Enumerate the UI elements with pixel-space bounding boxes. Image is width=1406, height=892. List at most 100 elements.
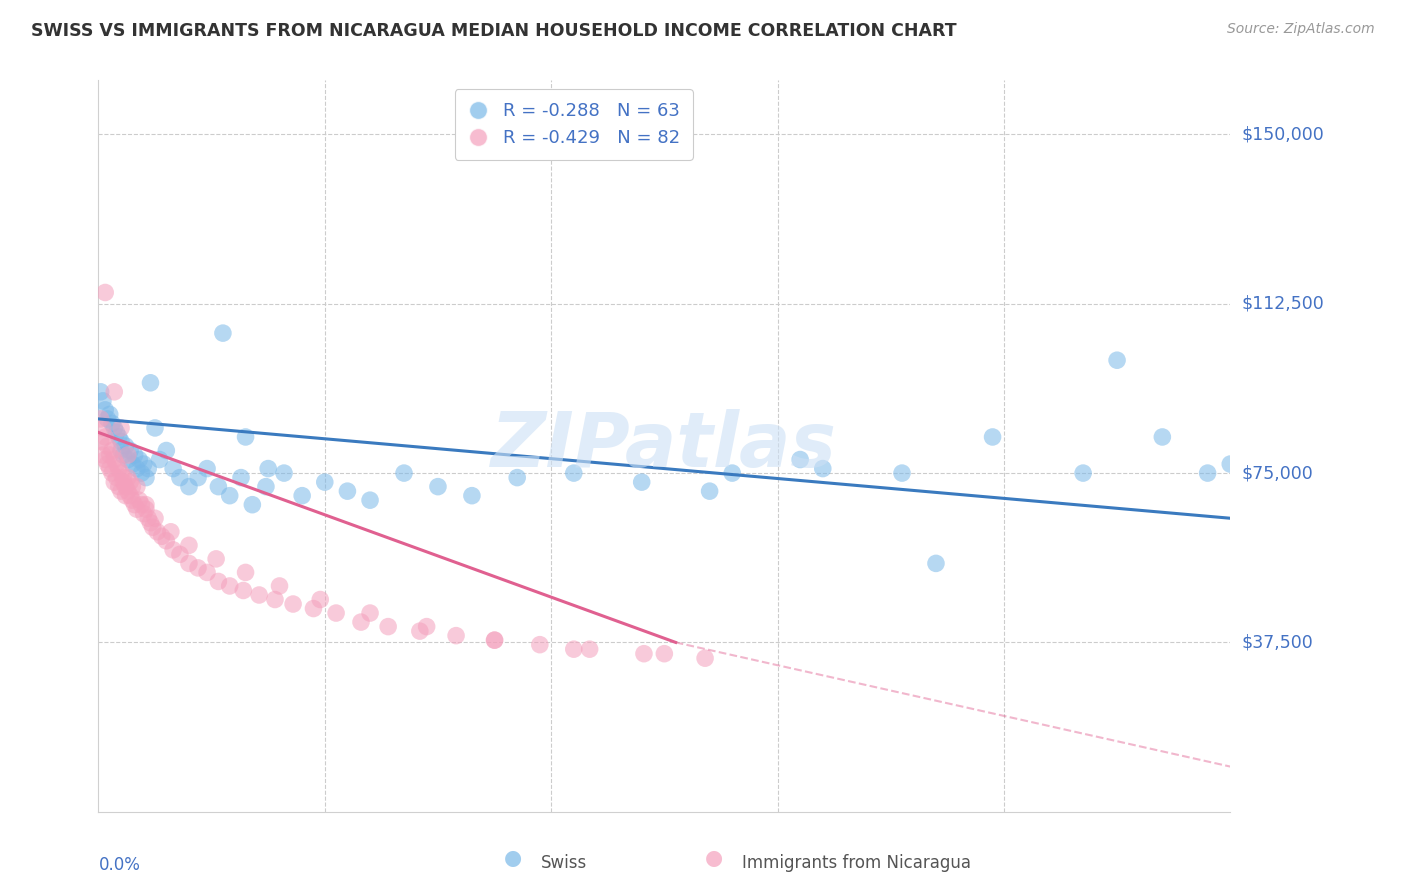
Point xyxy=(146,524,169,539)
Text: $37,500: $37,500 xyxy=(1241,633,1313,651)
Point xyxy=(121,493,143,508)
Point xyxy=(981,430,1004,444)
Point xyxy=(143,511,166,525)
Point xyxy=(207,574,229,589)
Point xyxy=(90,384,112,399)
Point xyxy=(652,647,676,661)
Point xyxy=(699,484,721,499)
Point xyxy=(98,408,121,422)
Point xyxy=(254,480,277,494)
Point xyxy=(91,393,114,408)
Point xyxy=(1197,466,1219,480)
Point xyxy=(359,606,381,620)
Point xyxy=(314,475,336,489)
Point xyxy=(789,452,811,467)
Point xyxy=(135,498,157,512)
Point xyxy=(461,489,484,503)
Point xyxy=(101,443,124,458)
Text: Immigrants from Nicaragua: Immigrants from Nicaragua xyxy=(742,855,972,872)
Point xyxy=(114,439,136,453)
Point xyxy=(101,417,124,431)
Point xyxy=(377,619,399,633)
Point xyxy=(117,452,139,467)
Point xyxy=(110,466,132,480)
Point xyxy=(309,592,332,607)
Point xyxy=(235,430,257,444)
Point xyxy=(114,480,136,494)
Point xyxy=(124,448,146,462)
Point xyxy=(187,561,209,575)
Text: Source: ZipAtlas.com: Source: ZipAtlas.com xyxy=(1227,22,1375,37)
Point xyxy=(103,452,125,467)
Point xyxy=(177,557,200,571)
Point xyxy=(235,566,257,580)
Point xyxy=(110,421,132,435)
Point xyxy=(257,461,280,475)
Point xyxy=(125,461,148,475)
Point xyxy=(169,470,191,484)
Point xyxy=(120,489,142,503)
Point xyxy=(128,493,150,508)
Point xyxy=(169,547,191,561)
Legend: R = -0.288   N = 63, R = -0.429   N = 82: R = -0.288 N = 63, R = -0.429 N = 82 xyxy=(454,89,693,160)
Point xyxy=(110,484,132,499)
Point xyxy=(218,579,240,593)
Point xyxy=(124,498,146,512)
Point xyxy=(112,470,135,484)
Point xyxy=(90,412,112,426)
Point xyxy=(91,421,114,435)
Point xyxy=(107,461,129,475)
Point xyxy=(98,448,121,462)
Point xyxy=(117,448,139,462)
Point xyxy=(110,434,132,449)
Point xyxy=(162,542,184,557)
Point xyxy=(103,421,125,435)
Point xyxy=(107,430,129,444)
Point xyxy=(96,439,118,453)
Point xyxy=(1152,430,1174,444)
Point xyxy=(105,470,128,484)
Point xyxy=(96,412,118,426)
Point xyxy=(160,524,183,539)
Point xyxy=(269,579,291,593)
Point xyxy=(150,529,173,543)
Point xyxy=(112,475,135,489)
Point xyxy=(562,466,585,480)
Point xyxy=(91,448,114,462)
Point xyxy=(195,566,218,580)
Point xyxy=(90,434,112,449)
Point xyxy=(207,480,229,494)
Point xyxy=(212,326,235,340)
Point xyxy=(811,461,834,475)
Point xyxy=(205,552,228,566)
Point xyxy=(392,466,415,480)
Point xyxy=(1219,457,1241,471)
Point xyxy=(302,601,325,615)
Point xyxy=(96,457,118,471)
Point xyxy=(114,489,136,503)
Point xyxy=(125,502,148,516)
Point xyxy=(359,493,381,508)
Point xyxy=(281,597,304,611)
Point xyxy=(562,642,585,657)
Point xyxy=(136,511,159,525)
Point xyxy=(94,403,117,417)
Point xyxy=(177,538,200,552)
Point xyxy=(155,443,177,458)
Point xyxy=(107,480,129,494)
Point xyxy=(105,457,128,471)
Point xyxy=(427,480,450,494)
Text: $112,500: $112,500 xyxy=(1241,294,1324,313)
Point xyxy=(136,461,159,475)
Point xyxy=(135,470,157,484)
Text: SWISS VS IMMIGRANTS FROM NICARAGUA MEDIAN HOUSEHOLD INCOME CORRELATION CHART: SWISS VS IMMIGRANTS FROM NICARAGUA MEDIA… xyxy=(31,22,956,40)
Text: ZIPatlas: ZIPatlas xyxy=(491,409,838,483)
Point xyxy=(529,638,551,652)
Point xyxy=(630,475,652,489)
Text: ●: ● xyxy=(505,848,522,868)
Point xyxy=(103,475,125,489)
Point xyxy=(721,466,744,480)
Point xyxy=(693,651,716,665)
Point xyxy=(506,470,529,484)
Point xyxy=(187,470,209,484)
